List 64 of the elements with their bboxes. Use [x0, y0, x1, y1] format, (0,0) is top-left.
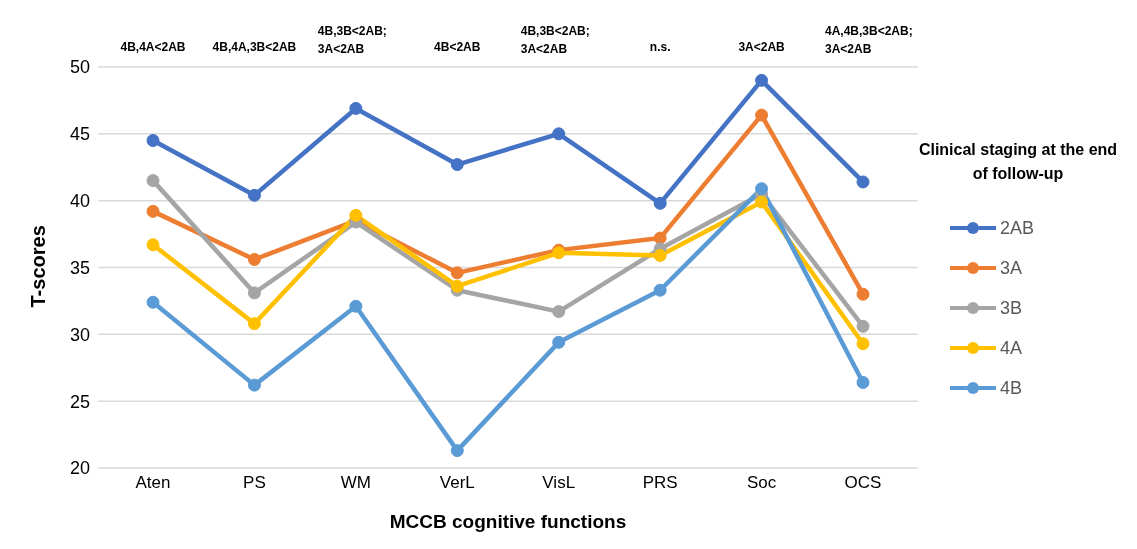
point — [349, 101, 363, 115]
point — [247, 252, 261, 266]
text: 3A<2AB — [738, 40, 786, 54]
legend-label: 2AB — [1000, 217, 1035, 239]
y-tick-label: 30 — [69, 324, 90, 345]
point — [349, 208, 363, 222]
x-tick-label: VerL — [439, 473, 475, 493]
point — [653, 283, 667, 297]
point — [247, 378, 261, 392]
legend-title: Clinical staging at the end of follow-up — [918, 140, 1118, 184]
point — [653, 231, 667, 245]
y-axis-title: T-scores — [27, 225, 50, 308]
x-tick-label: Soc — [746, 473, 777, 493]
y-tick-label: 40 — [69, 191, 90, 212]
legend-label: 4B — [1000, 377, 1023, 399]
point — [856, 175, 870, 189]
point — [856, 287, 870, 301]
x-tick-label: Aten — [135, 473, 171, 493]
x-tick-label: VisL — [542, 473, 576, 493]
text: 4B,3B<2AB; 3A<2AB — [520, 24, 590, 56]
point — [146, 295, 160, 309]
point — [552, 127, 566, 141]
point — [856, 375, 870, 389]
point — [146, 174, 160, 188]
point — [450, 158, 464, 172]
point — [146, 238, 160, 252]
point — [146, 134, 160, 148]
point — [755, 182, 769, 196]
point — [552, 335, 566, 349]
x-tick-label: PRS — [642, 473, 678, 493]
text: 4A,4B,3B<2AB; 3A<2AB — [825, 24, 913, 56]
text: 4B,4A<2AB — [120, 40, 186, 54]
x-axis-title: MCCB cognitive functions — [389, 511, 627, 532]
text: 4B,4A,3B<2AB — [212, 40, 297, 54]
text: n.s. — [649, 40, 671, 54]
legend-label: 3B — [1000, 297, 1023, 319]
y-tick-label: 35 — [69, 257, 90, 278]
point — [856, 337, 870, 351]
point — [247, 317, 261, 331]
text: 4B<2AB — [434, 40, 481, 54]
point — [755, 73, 769, 87]
x-tick-label: PS — [243, 473, 266, 493]
y-tick-label: 50 — [69, 57, 90, 78]
x-tick-label: OCS — [844, 473, 882, 493]
point — [653, 196, 667, 210]
point — [552, 305, 566, 319]
text: 4B,3B<2AB; 3A<2AB — [317, 24, 387, 56]
y-tick-label: 20 — [69, 458, 90, 479]
y-tick-label: 45 — [69, 124, 90, 145]
point — [653, 248, 667, 262]
point — [450, 279, 464, 293]
point — [247, 188, 261, 202]
point — [349, 299, 363, 313]
point — [146, 204, 160, 218]
x-tick-label: WM — [340, 473, 371, 493]
point — [755, 108, 769, 122]
point — [247, 286, 261, 300]
legend-label: 4A — [1000, 337, 1023, 359]
point — [450, 444, 464, 458]
point — [755, 195, 769, 209]
point — [450, 266, 464, 280]
y-tick-label: 25 — [69, 391, 90, 412]
legend-label: 3A — [1000, 257, 1023, 279]
point — [856, 319, 870, 333]
